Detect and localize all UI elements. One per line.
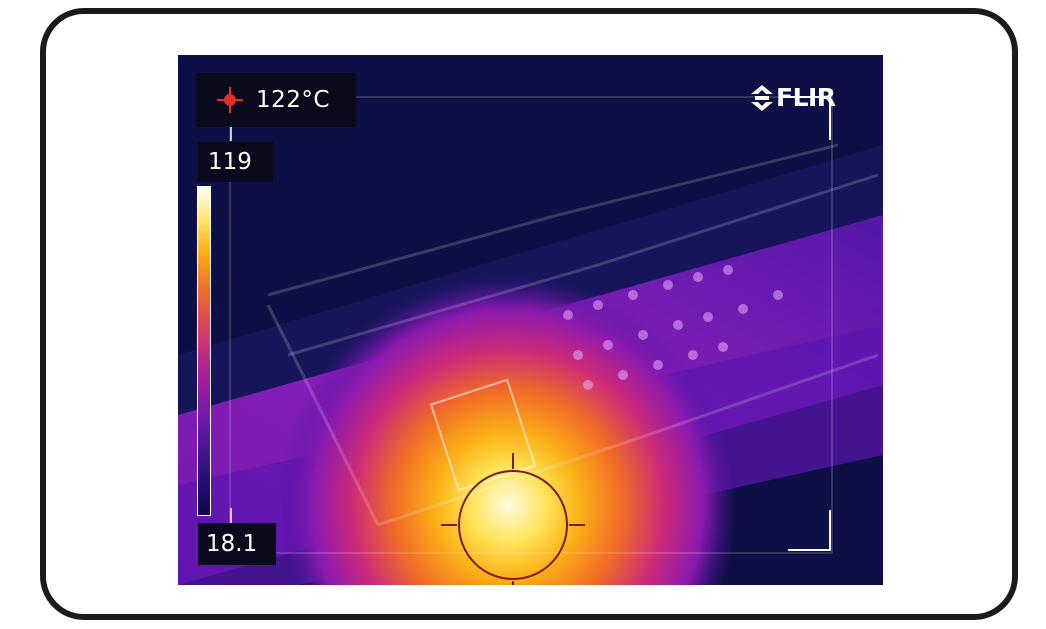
crosshair-icon [217,87,243,113]
spot-temperature-readout: 122°C [196,73,356,127]
scale-min-label: 18.1 [198,523,276,565]
flir-wordmark: FLIR [776,83,836,112]
spot-temperature-value: 122°C [256,87,330,113]
corner-bracket-top-right [790,96,831,140]
scale-max-label: 119 [198,142,273,182]
temperature-colorbar [197,186,211,516]
thermal-scene [178,55,883,585]
measure-circle [441,453,585,585]
corner-bracket-bottom-right [788,510,831,551]
thermal-image-view[interactable]: FLIR 122°C 119 18.1 [178,55,883,585]
flir-mark-icon [751,84,773,111]
flir-logo: FLIR [750,83,836,112]
